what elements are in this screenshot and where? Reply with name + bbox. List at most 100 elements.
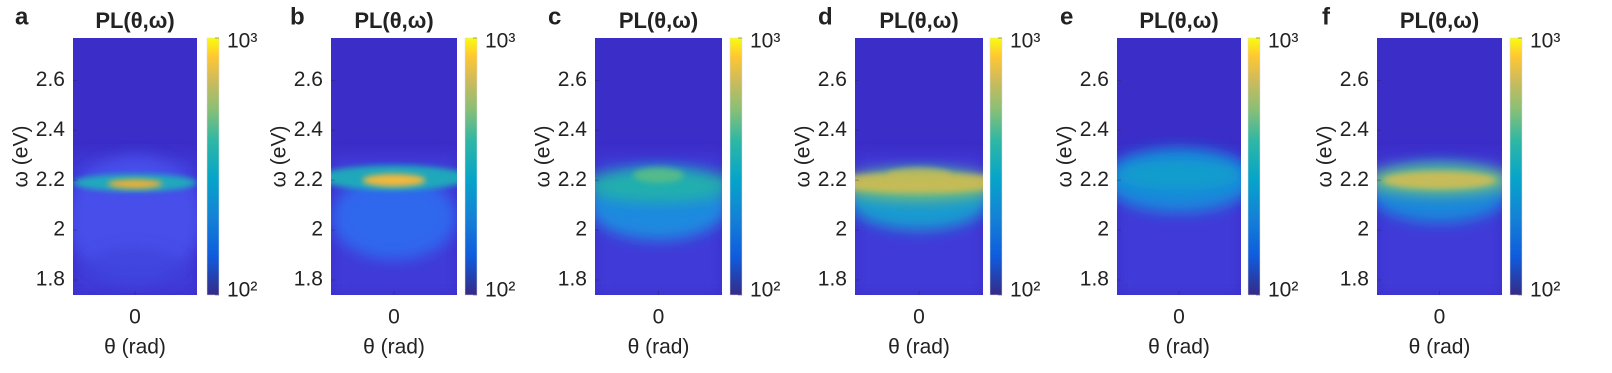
y-axis-label: ω (eV) xyxy=(1314,126,1337,188)
colorbar-tick-label: 10³ xyxy=(1268,30,1298,53)
panel-label: e xyxy=(1060,3,1073,30)
x-axis-label: θ (rad) xyxy=(1148,336,1210,359)
panel: 1.8 2 2.2 2.4 2.6 0 b PL(θ,ω) θ (rad) ω (eV) 10² 10… xyxy=(268,3,516,358)
y-tick-label: 2.6 xyxy=(1080,68,1109,91)
heatmap-image xyxy=(855,38,983,295)
intensity-blob xyxy=(633,167,684,183)
x-axis-label: θ (rad) xyxy=(888,336,950,359)
y-tick-label: 2.2 xyxy=(818,168,847,191)
heatmap-image xyxy=(73,38,197,295)
chart-title: PL(θ,ω) xyxy=(95,8,174,33)
y-tick-label: 2.2 xyxy=(36,168,65,191)
y-tick-label: 1.8 xyxy=(558,268,587,291)
y-tick-label: 1.8 xyxy=(1340,268,1369,291)
y-tick-label: 2.4 xyxy=(558,118,588,141)
colorbar-tick-label: 10³ xyxy=(1010,30,1040,53)
x-axis-label: θ (rad) xyxy=(104,336,166,359)
colorbar-tick-label: 10³ xyxy=(485,30,515,53)
panel: 1.8 2 2.2 2.4 2.6 0 f PL(θ,ω) θ (rad) ω (eV) 10² 10… xyxy=(1314,3,1561,358)
colorbar-tick-label: 10² xyxy=(1530,279,1560,302)
heatmap-image xyxy=(331,38,457,295)
x-tick-label: 0 xyxy=(1434,306,1446,329)
intensity-blob xyxy=(1383,171,1496,189)
y-tick-label: 2.6 xyxy=(818,68,847,91)
panel: 1.8 2 2.2 2.4 2.6 0 e PL(θ,ω) θ (rad) ω (eV) 10² 10… xyxy=(1054,3,1299,358)
x-axis-label: θ (rad) xyxy=(628,336,690,359)
panel: 1.8 2 2.2 2.4 2.6 0 d PL(θ,ω) θ (rad) ω (eV) 10² 10… xyxy=(792,3,1041,358)
panel: 1.8 2 2.2 2.4 2.6 0 a PL(θ,ω) θ (rad) ω (eV) 10² 10… xyxy=(10,3,258,358)
colorbar xyxy=(989,37,1003,296)
chart-title: PL(θ,ω) xyxy=(619,8,698,33)
y-tick-label: 1.8 xyxy=(1080,268,1109,291)
y-tick-label: 2 xyxy=(1357,218,1369,241)
y-tick-label: 2.6 xyxy=(558,68,587,91)
heatmap-image xyxy=(1117,38,1241,295)
x-tick-label: 0 xyxy=(1173,306,1185,329)
y-tick-label: 2 xyxy=(1097,218,1109,241)
panel-label: a xyxy=(15,3,29,30)
colorbar xyxy=(1509,37,1523,296)
y-axis-label: ω (eV) xyxy=(268,126,291,188)
heatmap-image xyxy=(1377,38,1502,295)
colorbar-tick-label: 10³ xyxy=(227,30,257,53)
intensity-blob xyxy=(362,173,426,187)
x-axis-label: θ (rad) xyxy=(363,336,425,359)
y-tick-label: 2.2 xyxy=(558,168,587,191)
y-tick-label: 2 xyxy=(311,218,323,241)
colorbar xyxy=(1247,37,1261,296)
y-tick-label: 2.4 xyxy=(1080,118,1110,141)
panel-label: b xyxy=(290,3,305,30)
x-tick-label: 0 xyxy=(913,306,925,329)
y-axis-label: ω (eV) xyxy=(532,126,555,188)
chart-title: PL(θ,ω) xyxy=(1400,8,1479,33)
panel-label: c xyxy=(548,3,561,30)
panel-label: d xyxy=(818,3,833,30)
colorbar-tick-label: 10² xyxy=(485,279,515,302)
colorbar-tick-label: 10³ xyxy=(750,30,780,53)
colorbar xyxy=(206,37,220,296)
y-tick-label: 2.2 xyxy=(1340,168,1369,191)
intensity-blob xyxy=(887,167,951,183)
y-tick-label: 2.2 xyxy=(1080,168,1109,191)
colorbar xyxy=(729,37,743,296)
y-tick-label: 2.4 xyxy=(1340,118,1370,141)
y-tick-label: 1.8 xyxy=(818,268,847,291)
chart-title: PL(θ,ω) xyxy=(1139,8,1218,33)
y-tick-label: 2 xyxy=(835,218,847,241)
y-tick-label: 1.8 xyxy=(36,268,65,291)
intensity-blob xyxy=(85,247,185,288)
y-axis-label: ω (eV) xyxy=(792,126,815,188)
colorbar-tick-label: 10³ xyxy=(1530,30,1560,53)
y-axis-label: ω (eV) xyxy=(1054,126,1077,188)
chart-title: PL(θ,ω) xyxy=(354,8,433,33)
y-tick-label: 2.6 xyxy=(36,68,65,91)
y-tick-label: 2.6 xyxy=(294,68,323,91)
y-tick-label: 2.4 xyxy=(294,118,324,141)
chart-title: PL(θ,ω) xyxy=(879,8,958,33)
intensity-blob xyxy=(595,167,722,203)
y-tick-label: 2.4 xyxy=(36,118,66,141)
y-axis-label: ω (eV) xyxy=(10,126,33,188)
y-tick-label: 2.6 xyxy=(1340,68,1369,91)
y-tick-label: 2 xyxy=(53,218,65,241)
intensity-blob xyxy=(1117,160,1241,191)
y-tick-label: 1.8 xyxy=(294,268,323,291)
y-tick-label: 2 xyxy=(575,218,587,241)
heatmap-image xyxy=(595,38,722,295)
y-tick-label: 2.4 xyxy=(818,118,848,141)
x-tick-label: 0 xyxy=(653,306,665,329)
panel: 1.8 2 2.2 2.4 2.6 0 c PL(θ,ω) θ (rad) ω (eV) 10² 10… xyxy=(532,3,781,358)
x-tick-label: 0 xyxy=(388,306,400,329)
intensity-blob xyxy=(107,179,163,189)
colorbar-tick-label: 10² xyxy=(750,279,780,302)
colorbar-tick-label: 10² xyxy=(1010,279,1040,302)
x-tick-label: 0 xyxy=(129,306,141,329)
colorbar xyxy=(464,37,478,296)
y-tick-label: 2.2 xyxy=(294,168,323,191)
panel-label: f xyxy=(1322,3,1331,30)
x-axis-label: θ (rad) xyxy=(1409,336,1471,359)
colorbar-tick-label: 10² xyxy=(227,279,257,302)
colorbar-tick-label: 10² xyxy=(1268,279,1298,302)
intensity-blob xyxy=(331,175,457,261)
